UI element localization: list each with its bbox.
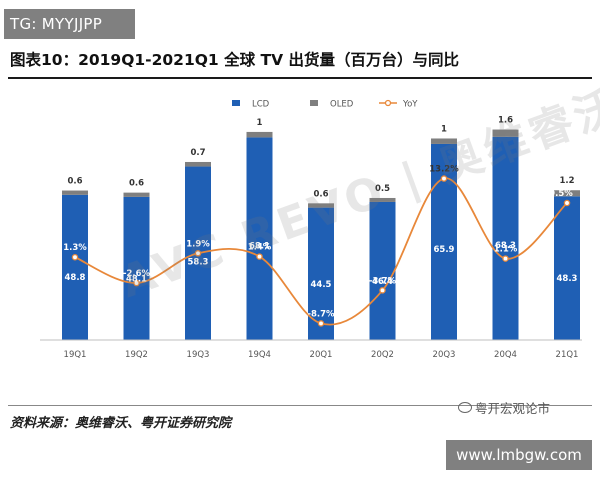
bar-lcd-3 [246,137,273,340]
bar-oled-3 [246,131,273,138]
yoy-point-8 [563,199,571,207]
oled-value-label: 0.7 [190,148,205,158]
yoy-point-3 [256,253,263,260]
chart-title: 图表10：2019Q1-2021Q1 全球 TV 出货量（百万台）与同比 [10,51,459,69]
bar-oled-4 [308,203,334,208]
yoy-point-1 [133,279,140,287]
wechat-icon [458,402,472,413]
oled-value-label: 0.5 [375,184,390,194]
oled-value-label: 0.6 [129,179,144,189]
lcd-value-label: 48.8 [65,273,86,283]
lcd-value-label: 58.3 [188,258,209,268]
lcd-value-label: 65.9 [434,245,455,255]
yoy-value-label: 1.3% [63,243,87,253]
tv-shipment-chart: LCD OLED YoY 19Q1 19Q2 19Q3 19Q4 20Q1 20Q2 20Q3 2… [40,100,582,360]
x-tick-label: 20Q2 [371,350,394,360]
lcd-value-label: 46.4 [372,277,393,287]
bar-oled-7 [492,129,519,137]
yoy-point-4 [317,320,325,327]
lcd-value-label: 68.1 [249,242,270,252]
x-tick-label: 19Q4 [248,350,271,360]
oled-value-label: 1 [441,124,447,134]
bar-oled-5 [369,197,396,202]
oled-value-label: 0.6 [67,177,82,187]
bar-lcd-1 [123,196,150,340]
bar-lcd-8 [554,196,580,340]
bar-oled-0 [62,190,88,195]
yoy-value-label: 9.5% [549,189,573,199]
yoy-point-7 [502,255,509,262]
legend: LCD OLED YoY [232,100,418,110]
bar-oled-6 [431,138,457,144]
x-tick-label: 19Q1 [64,350,87,360]
x-tick-label: 21Q1 [556,350,579,360]
tg-badge: TG: MYYJJPP [4,9,135,39]
legend-marker [384,99,392,107]
lcd-value-label: 48.1 [126,274,147,284]
yoy-value-label: -8.7% [307,309,335,319]
yoy-value-label: 1.9% [186,239,210,249]
bar-oled-2 [185,161,211,167]
oled-value-label: 1.6 [498,116,513,126]
bar-oled-8 [554,190,580,197]
yoy-value-label: 13.2% [429,165,459,175]
legend-swatch-1 [310,100,318,106]
yoy-line [74,177,568,326]
oled-value-label: 1 [257,118,263,128]
yoy-value-label: -2.6% [123,269,151,279]
site-badge: www.lmbgw.com [446,440,592,470]
title-divider [8,77,592,79]
footer-divider [8,405,592,406]
x-tick-label: 20Q4 [494,350,517,360]
oled-value-label: 1.2 [559,176,574,186]
wechat-account: 粤开宏观论市 [458,398,550,417]
x-axis: 19Q1 19Q2 19Q3 19Q4 20Q1 20Q2 20Q3 20Q4 21Q1 [40,339,582,360]
yoy-value-label: 1.4% [248,243,272,253]
wechat-label: 粤开宏观论市 [475,401,551,416]
yoy-line-group [71,175,571,327]
yoy-point-0 [71,253,79,261]
yoy-point-2 [194,250,202,257]
yoy-value-label: 1.1% [494,245,518,255]
source-note: 资料来源：奥维睿沃、粤开证券研究院 [10,416,232,431]
legend-label-0: LCD [252,100,270,110]
lcd-value-label: 68.3 [495,241,516,251]
yoy-point-5 [379,287,386,294]
bar-lcd-7 [492,136,519,340]
x-tick-label: 20Q1 [310,350,333,360]
legend-label-2: YoY [402,100,418,110]
x-tick-label: 20Q3 [433,350,456,360]
legend-swatch-0 [232,100,240,106]
x-tick-label: 19Q3 [187,350,210,360]
data-labels: 0.6 48.8 0.6 48.1 0.7 58.3 1 68.1 0.6 44.5 0.5 46.4… [63,116,577,320]
bar-lcd-0 [62,194,88,340]
lcd-value-label: 44.5 [311,280,332,290]
lcd-value-label: 48.3 [557,274,578,284]
yoy-value-label: -3.7% [369,276,397,286]
oled-value-label: 0.6 [313,189,328,199]
x-tick-label: 19Q2 [125,350,148,360]
legend-label-1: OLED [330,100,354,110]
bar-lcd-5 [369,201,396,340]
bar-oled-1 [123,192,150,197]
yoy-point-6 [440,175,448,182]
